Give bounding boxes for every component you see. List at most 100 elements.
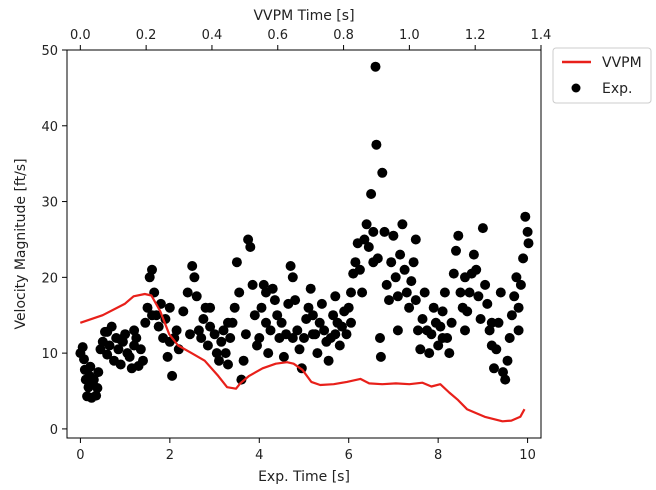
exp-point-75 <box>238 355 249 366</box>
x2-tick-label-3: 0.6 <box>267 28 288 43</box>
x-tick-label-0: 0 <box>76 448 84 463</box>
exp-point-184 <box>477 223 488 234</box>
exp-point-74 <box>236 374 247 385</box>
exp-point-60 <box>202 340 213 351</box>
exp-point-81 <box>252 340 262 351</box>
exp-point-192 <box>495 287 506 298</box>
x-axis-top: 0.0 0.2 0.4 0.6 0.8 1.0 1.2 1.4 <box>70 28 551 50</box>
exp-point-148 <box>397 219 408 230</box>
exp-point-93 <box>278 351 289 362</box>
y-axis: 0 10 20 30 40 50 <box>41 44 67 438</box>
exp-point-174 <box>455 287 466 298</box>
exp-point-8 <box>85 361 96 372</box>
exp-point-161 <box>426 329 437 340</box>
exp-point-211 <box>185 329 195 340</box>
exp-point-51 <box>178 306 189 317</box>
exp-series <box>75 61 534 403</box>
exp-point-68 <box>223 359 233 370</box>
exp-point-98 <box>290 295 301 306</box>
exp-point-189 <box>489 363 499 374</box>
exp-point-24 <box>115 359 126 370</box>
exp-point-140 <box>379 226 390 237</box>
y-tick-label-20: 20 <box>41 271 58 286</box>
exp-point-172 <box>451 245 461 256</box>
exp-point-14 <box>93 367 104 378</box>
exp-point-208 <box>129 325 140 336</box>
exp-point-186 <box>482 298 493 309</box>
exp-point-119 <box>337 321 347 332</box>
exp-point-128 <box>357 287 368 298</box>
exp-point-78 <box>245 242 256 252</box>
exp-point-129 <box>359 234 370 245</box>
exp-point-156 <box>415 344 426 355</box>
exp-point-127 <box>354 264 365 275</box>
exp-point-198 <box>509 291 520 302</box>
exp-point-201 <box>515 279 526 290</box>
exp-point-82 <box>254 333 265 343</box>
exp-point-225 <box>513 325 524 336</box>
exp-point-106 <box>307 310 318 321</box>
exp-point-64 <box>214 355 224 366</box>
exp-point-212 <box>205 302 216 313</box>
exp-point-19 <box>104 340 115 351</box>
exp-point-12 <box>91 390 102 401</box>
exp-point-147 <box>395 249 406 260</box>
exp-point-67 <box>220 348 231 359</box>
exp-point-218 <box>346 317 356 328</box>
exp-point-1 <box>77 342 88 353</box>
y-axis-title: Velocity Magnitude [ft/s] <box>13 158 29 329</box>
exp-point-182 <box>473 291 484 302</box>
exp-point-56 <box>193 325 204 336</box>
x-tick-label-8: 8 <box>434 448 442 463</box>
exp-point-170 <box>446 317 457 328</box>
exp-point-53 <box>187 261 198 271</box>
exp-point-61 <box>205 321 216 332</box>
exp-point-222 <box>437 333 448 343</box>
exp-point-164 <box>433 340 444 351</box>
x-tick-label-6: 6 <box>345 448 353 463</box>
exp-point-118 <box>334 340 345 351</box>
exp-point-185 <box>480 279 491 290</box>
exp-point-155 <box>413 325 423 336</box>
exp-point-203 <box>520 211 531 222</box>
exp-point-146 <box>392 291 403 302</box>
exp-point-139 <box>377 167 388 178</box>
exp-point-2 <box>79 354 89 365</box>
exp-point-131 <box>363 242 374 252</box>
exp-point-183 <box>475 314 486 324</box>
exp-point-171 <box>448 268 459 279</box>
y-tick-label-40: 40 <box>41 120 58 135</box>
exp-point-160 <box>424 348 435 359</box>
exp-point-31 <box>131 333 142 343</box>
exp-point-11 <box>88 374 99 385</box>
exp-point-221 <box>410 234 421 245</box>
exp-point-193 <box>498 367 508 378</box>
exp-point-152 <box>406 276 417 287</box>
exp-point-48 <box>169 333 180 343</box>
exp-point-72 <box>231 257 242 268</box>
exp-point-84 <box>258 279 269 290</box>
exp-point-153 <box>408 257 419 268</box>
exp-point-217 <box>330 329 341 340</box>
exp-point-224 <box>486 317 497 328</box>
exp-point-47 <box>167 370 178 381</box>
exp-point-87 <box>265 325 276 336</box>
exp-point-15 <box>95 344 106 355</box>
exp-point-33 <box>135 344 146 355</box>
x2-tick-label-7: 1.4 <box>531 28 552 43</box>
exp-point-123 <box>346 287 356 298</box>
exp-point-181 <box>471 264 482 275</box>
exp-point-134 <box>370 61 381 72</box>
exp-point-116 <box>330 291 341 302</box>
exp-point-199 <box>511 272 522 283</box>
exp-point-90 <box>272 310 283 321</box>
legend-exp-swatch <box>571 83 581 93</box>
exp-point-125 <box>350 257 361 268</box>
exp-point-197 <box>506 310 517 321</box>
exp-point-166 <box>437 306 448 317</box>
exp-point-173 <box>453 230 464 241</box>
exp-point-76 <box>240 329 251 340</box>
exp-point-219 <box>368 257 379 268</box>
